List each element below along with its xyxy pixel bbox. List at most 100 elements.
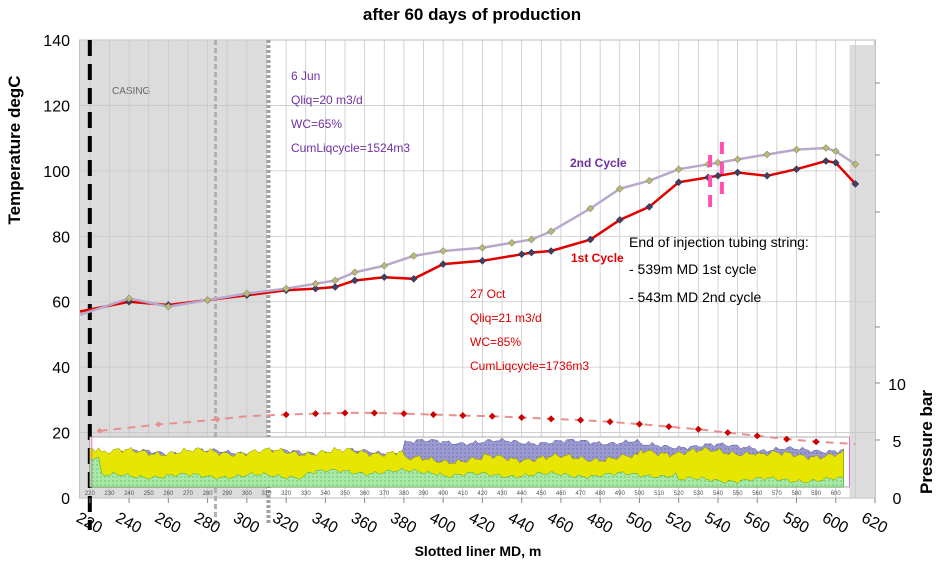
y-tick-label: 100 — [43, 164, 70, 181]
strip-tick-label: 530 — [693, 491, 704, 497]
cycle1-point — [645, 202, 654, 211]
cycle1-point — [547, 247, 555, 255]
cycle2-point — [439, 247, 448, 255]
series-layer — [79, 142, 860, 446]
strip-tick-label: 550 — [733, 491, 744, 497]
pressure-point — [96, 427, 103, 434]
grid — [80, 39, 880, 530]
pressure-point — [400, 410, 408, 418]
pressure-line — [99, 411, 856, 445]
strip-tick-label: 520 — [674, 491, 685, 497]
pressure-point — [155, 421, 162, 428]
strip-tick-label: 470 — [576, 491, 587, 497]
annotation-oct-qliq: Qliq=21 m3/d — [470, 311, 542, 325]
strip-water-area — [89, 456, 844, 488]
annotation-oct-cumliq: CumLiqcycle=1736m3 — [470, 359, 589, 373]
x-tick-label: 560 — [741, 510, 773, 538]
cycle1-point — [380, 273, 389, 282]
x-tick-label: 420 — [466, 510, 498, 538]
casing-region — [80, 40, 267, 498]
pressure-point — [724, 429, 732, 437]
strip-tick-label: 370 — [379, 491, 390, 497]
pressure-point — [488, 412, 496, 420]
cycle1-point — [311, 284, 320, 293]
x-tick-label: 440 — [505, 510, 537, 538]
strip-tick-label: 380 — [399, 491, 410, 497]
cycle2-point — [851, 160, 860, 169]
cycle2-point — [125, 294, 133, 303]
pressure-point — [282, 411, 290, 419]
cycle2-point — [733, 155, 742, 164]
strip-tick-label: 280 — [203, 491, 214, 497]
x-tick-label: 400 — [427, 510, 459, 538]
cycle2-point — [547, 227, 555, 236]
cycle2-label: 2nd Cycle — [570, 156, 627, 170]
strip-tick-label: 500 — [634, 491, 645, 497]
strip-tick-label: 300 — [242, 491, 253, 497]
strip-tick-label: 450 — [536, 491, 547, 497]
cycle2-point — [763, 150, 771, 159]
pressure-point — [606, 418, 614, 426]
cycle2-point — [311, 279, 320, 288]
pressure-point — [635, 420, 643, 428]
y-tick-label: 140 — [43, 33, 70, 50]
strip-tick-label: 540 — [713, 491, 724, 497]
cycle1-point — [586, 235, 595, 244]
cycle1-point — [714, 171, 722, 180]
strip-tick-label: 340 — [320, 491, 331, 497]
strip-tick-label: 600 — [831, 491, 842, 497]
cycle1-point — [822, 157, 830, 165]
annotation-tubing-cycle2: - 543m MD 2nd cycle — [629, 289, 761, 305]
strip-tick-label: 480 — [595, 491, 606, 497]
x-tick-label: 320 — [270, 510, 302, 538]
y-tick-label: 80 — [52, 229, 70, 246]
pressure-point — [341, 409, 349, 417]
right-shaded-region — [849, 45, 875, 498]
cycle1-label: 1st Cycle — [571, 251, 624, 265]
annotation-jun-date: 6 Jun — [291, 69, 320, 83]
y-tick-label: 60 — [52, 295, 70, 312]
x-tick-label: 600 — [819, 510, 851, 538]
x-tick-label: 460 — [544, 510, 576, 538]
x-tick-label: 580 — [780, 510, 812, 538]
cycle2-point — [645, 176, 654, 185]
annotation-oct-date: 27 Oct — [470, 287, 506, 301]
pressure-point — [783, 435, 791, 443]
strip-tick-label: 240 — [124, 491, 135, 497]
cycle2-point — [409, 252, 418, 260]
pressure-point — [753, 432, 761, 440]
y-tick-label: 0 — [61, 491, 70, 508]
cycle2-point — [822, 144, 830, 152]
pressure-point — [812, 438, 820, 446]
cycle2-point — [714, 158, 722, 167]
pressure-point — [459, 412, 467, 420]
strip-tick-label: 490 — [615, 491, 626, 497]
strip-tick-label: 570 — [772, 491, 783, 497]
strip-tick-label: 400 — [438, 491, 449, 497]
cycle2-point — [674, 165, 683, 174]
strip-tick-label: 270 — [183, 491, 194, 497]
strip-tick-label: 350 — [340, 491, 351, 497]
strip-tick-label: 560 — [752, 491, 763, 497]
cycle1-point — [674, 178, 683, 187]
cycle2-point — [586, 204, 595, 213]
x-tick-label: 220 — [73, 510, 105, 538]
cycle2-point — [242, 289, 251, 298]
cycle2-point — [164, 302, 173, 311]
y-tick-label: 40 — [52, 360, 70, 377]
plot-background: CASING — [79, 39, 876, 499]
y2-tick-label: 10 — [888, 377, 906, 394]
pressure-point — [577, 416, 585, 424]
strip-tick-label: 330 — [301, 491, 312, 497]
cycle2-point — [282, 284, 290, 293]
pressure-point — [214, 416, 221, 423]
cycle1-point — [831, 158, 840, 167]
cycle1-point — [733, 168, 742, 177]
cycle1-point — [478, 256, 487, 265]
x-tick-label: 340 — [309, 510, 341, 538]
y2-axis-title: Pressure bar — [917, 390, 936, 494]
annotation-tubing-cycle1: - 539m MD 1st cycle — [629, 261, 757, 277]
strip-tick-label: 430 — [497, 491, 508, 497]
strip-tick-label: 420 — [477, 491, 488, 497]
x-tick-label: 620 — [859, 510, 891, 538]
